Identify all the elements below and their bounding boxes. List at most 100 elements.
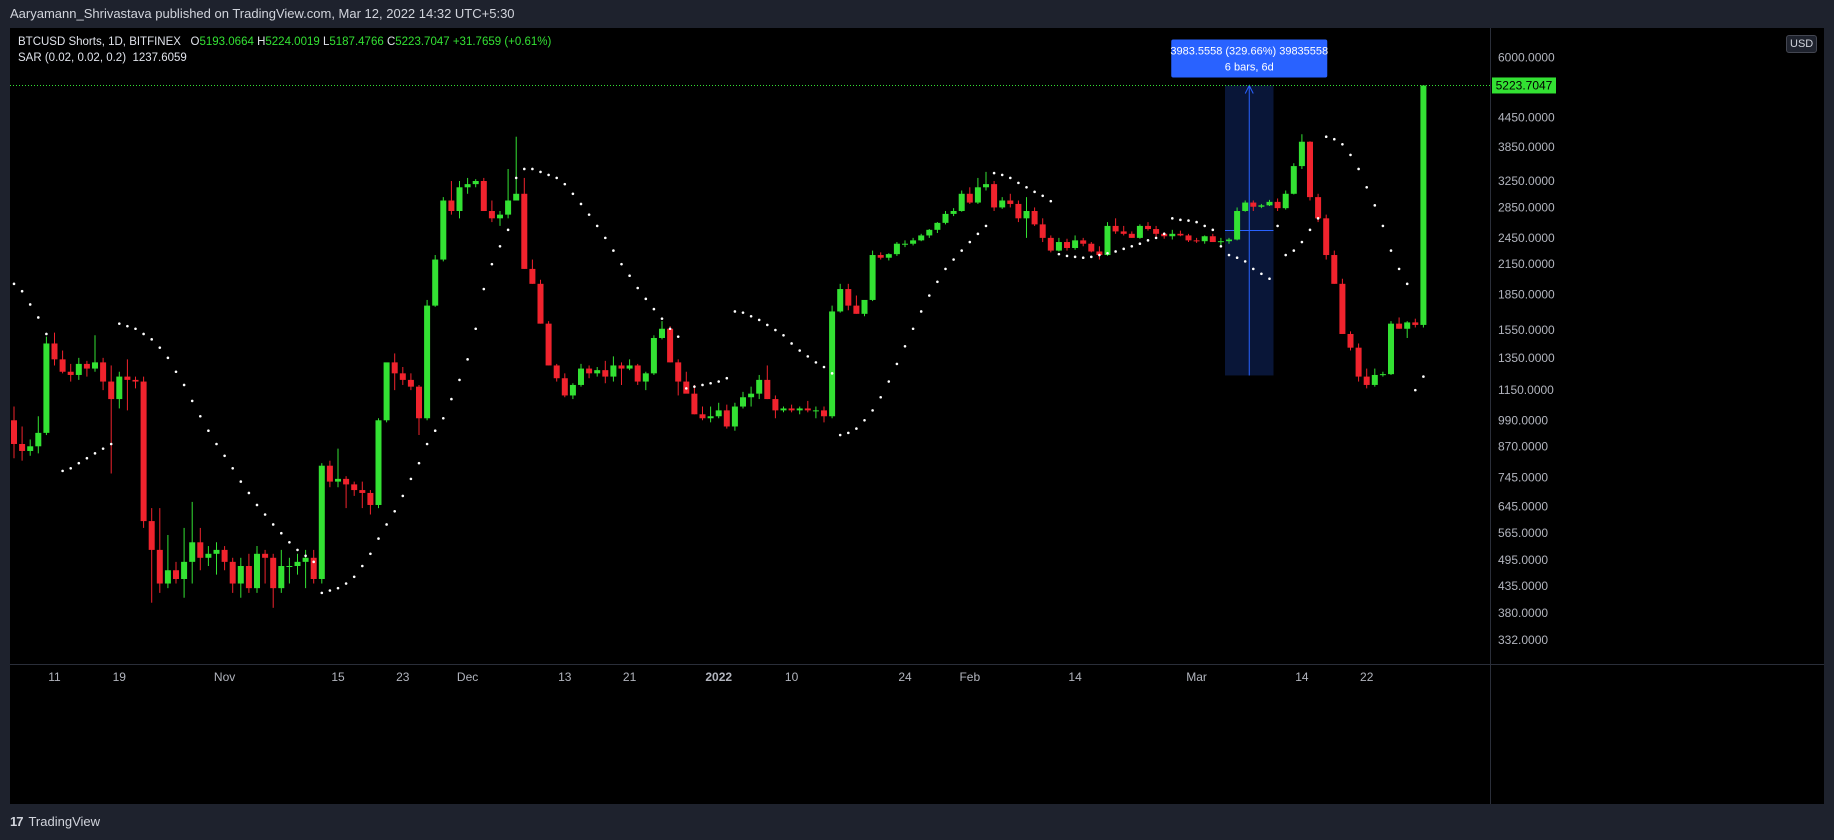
y-tick-label: 380.0000 — [1498, 606, 1548, 620]
sar-dot — [855, 427, 858, 430]
sar-dot — [1243, 260, 1247, 263]
legend-sar-label[interactable]: SAR (0.02, 0.02, 0.2) — [18, 52, 127, 64]
sar-dot — [263, 513, 267, 516]
x-tick-label: 19 — [113, 670, 127, 684]
sar-dot — [1122, 247, 1125, 251]
candle-body — [1055, 242, 1062, 251]
sar-dot — [466, 358, 469, 361]
candle-body — [1420, 85, 1427, 325]
sar-dot — [587, 213, 591, 216]
x-tick-label: 10 — [785, 670, 799, 684]
candle-body — [715, 410, 722, 417]
candle-body — [35, 432, 42, 447]
sar-dot — [1098, 253, 1101, 257]
sar-dot — [1073, 255, 1077, 259]
candle-body — [1347, 333, 1354, 348]
candle-body — [634, 365, 641, 382]
sar-dot — [636, 286, 639, 290]
x-tick-label: 2022 — [705, 670, 732, 684]
legend-high-value: 5224.0019 — [265, 36, 320, 48]
candle-body — [335, 478, 341, 482]
y-tick-label: 495.0000 — [1498, 553, 1548, 567]
measure-label-line1: 3983.5558 (329.66%) 39835558 — [1170, 45, 1328, 57]
legend-open-value: 5193.0664 — [199, 36, 254, 48]
sar-dot — [190, 399, 194, 403]
candle-body — [1120, 231, 1127, 234]
sar-dot — [1308, 228, 1312, 232]
legend-open-label: O — [190, 36, 200, 48]
published-header: Aaryamann_Shrivastava published on Tradi… — [0, 0, 1834, 28]
y-tick-label: 3250.0000 — [1498, 174, 1555, 188]
sar-dot — [1195, 220, 1198, 224]
sar-dot — [1179, 218, 1182, 222]
sar-dot — [984, 224, 988, 228]
candle-body — [148, 521, 155, 550]
y-tick-label: 1550.0000 — [1498, 323, 1555, 337]
sar-dot — [895, 362, 899, 366]
candle-body — [675, 362, 682, 382]
candle-body — [513, 193, 520, 201]
sar-dot — [1316, 217, 1320, 220]
candle-body — [278, 566, 285, 589]
candle-body — [1064, 242, 1070, 248]
tradingview-logo-icon[interactable]: 17 — [10, 814, 24, 829]
candle-body — [845, 289, 852, 306]
candle-body — [294, 561, 301, 567]
candle-body — [1226, 239, 1232, 242]
sar-dot — [118, 322, 121, 325]
candle-body — [318, 465, 325, 579]
sar-dot — [377, 537, 380, 540]
sar-dot — [620, 262, 623, 266]
sar-dot — [595, 224, 599, 228]
candle-body — [1007, 200, 1014, 204]
sar-dot — [1033, 190, 1036, 194]
candle-body — [1379, 374, 1386, 376]
sar-dot — [1041, 194, 1044, 198]
candle-body — [92, 362, 98, 369]
candle-body — [1242, 202, 1249, 212]
measure-label-box — [1171, 39, 1328, 78]
candle-body — [464, 184, 471, 188]
candle-body — [1307, 141, 1313, 198]
y-tick-label: 435.0000 — [1498, 579, 1548, 593]
y-tick-label: 332.0000 — [1498, 633, 1548, 647]
currency-badge[interactable]: USD — [1786, 35, 1818, 53]
candle-body — [1290, 166, 1297, 194]
sar-dot — [571, 192, 575, 196]
sar-dot — [506, 228, 510, 232]
legend-sar-row: SAR (0.02, 0.02, 0.2) 1237.6059 — [18, 50, 551, 66]
footer-brand[interactable]: TradingView — [28, 814, 101, 829]
candle-body — [83, 363, 90, 369]
sar-dot — [563, 182, 567, 186]
sar-dot — [304, 554, 307, 558]
sar-dot — [822, 365, 826, 369]
y-tick-label: 1350.0000 — [1498, 351, 1555, 365]
candle-body — [1404, 322, 1411, 329]
sar-dot — [531, 167, 534, 171]
candle-body — [237, 566, 244, 584]
sar-dot — [514, 176, 518, 180]
sar-dot — [1397, 267, 1401, 271]
sar-dot — [1405, 282, 1409, 286]
sar-dot — [555, 176, 558, 180]
sar-dot — [344, 582, 348, 585]
candle-body — [51, 343, 58, 360]
candle-body — [731, 406, 738, 427]
candlestick-chart[interactable]: 332.0000 380.0000 435.0000 495.0000 565.0000… — [10, 28, 1824, 804]
legend-symbol[interactable]: BTCUSD Shorts, 1D, BITFINEX — [18, 36, 181, 48]
candle-body — [829, 311, 836, 417]
candle-body — [59, 359, 66, 372]
sar-dot — [174, 370, 178, 374]
sar-dot — [1235, 256, 1239, 260]
candle-body — [189, 542, 196, 562]
sar-dot — [644, 297, 648, 301]
candle-body — [480, 181, 487, 212]
sar-dot — [239, 480, 243, 483]
sar-dot — [393, 509, 397, 513]
candle-body — [1331, 255, 1338, 284]
candle-body — [934, 222, 941, 230]
candle-body — [432, 259, 439, 306]
sar-dot — [166, 356, 170, 360]
chart-frame[interactable]: 332.0000 380.0000 435.0000 495.0000 565.0000… — [10, 28, 1824, 804]
sar-dot — [652, 307, 656, 311]
